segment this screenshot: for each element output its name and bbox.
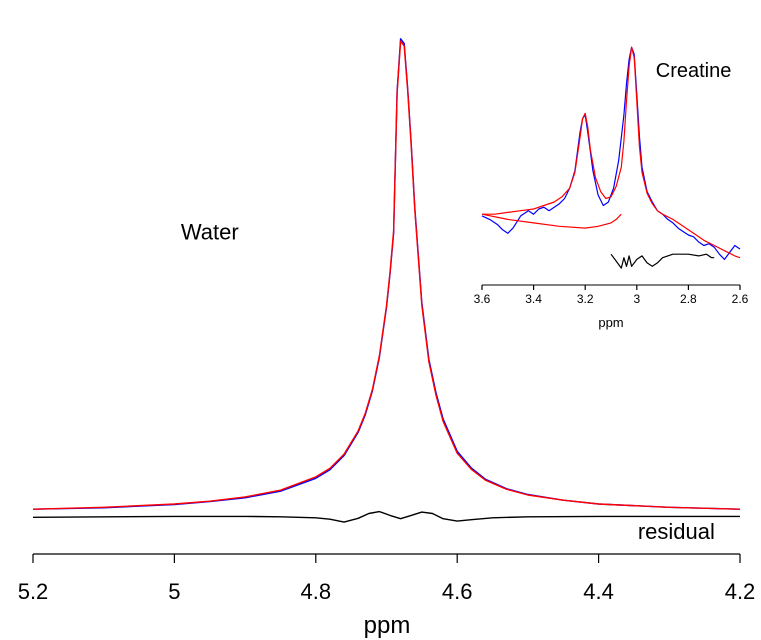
inset-x-ticks: 3.6 3.4 3.2 3 2.8 2.6: [474, 285, 749, 306]
main-tick-label: 4.8: [301, 579, 332, 604]
inset-tick-label: 3.6: [474, 292, 491, 306]
main-series-group: [32, 38, 741, 523]
main-x-ticks: 5.2 5 4.8 4.6 4.4 4.2: [18, 554, 756, 604]
inset-series-line-2: [481, 213, 622, 229]
main-tick-label: 4.6: [442, 579, 473, 604]
inset-tick-label: 3: [633, 292, 640, 306]
main-series-line-2: [32, 510, 740, 523]
main-tick-label: 4.2: [725, 579, 756, 604]
main-xlabel: ppm: [364, 612, 411, 639]
inset-series-line-1: [482, 46, 741, 259]
inset-annotation-creatine: Creatine: [656, 60, 732, 82]
inset-annotations: Creatine: [656, 60, 732, 82]
main-annotation-water: Water: [181, 219, 239, 244]
main-series-line-0: [32, 38, 741, 510]
main-tick-label: 4.4: [583, 579, 614, 604]
main-tick-label: 5: [168, 579, 180, 604]
inset-series-group: [481, 46, 741, 269]
main-annotation-residual: residual: [638, 519, 715, 544]
inset-tick-label: 3.4: [525, 292, 542, 306]
inset-series-line-3: [610, 253, 715, 269]
main-annotations: Water residual: [181, 219, 715, 543]
inset-xlabel: ppm: [598, 315, 623, 330]
inset-series-line-0: [481, 46, 741, 260]
inset-tick-label: 3.2: [577, 292, 594, 306]
inset-tick-label: 2.6: [732, 292, 749, 306]
inset-plot: 3.6 3.4 3.2 3 2.8 2.6 ppm Creatine: [474, 46, 749, 330]
inset-tick-label: 2.8: [680, 292, 697, 306]
main-series-line-1: [32, 40, 741, 510]
main-tick-label: 5.2: [18, 579, 49, 604]
main-plot: 5.2 5 4.8 4.6 4.4 4.2 ppm Water residual: [18, 38, 756, 639]
